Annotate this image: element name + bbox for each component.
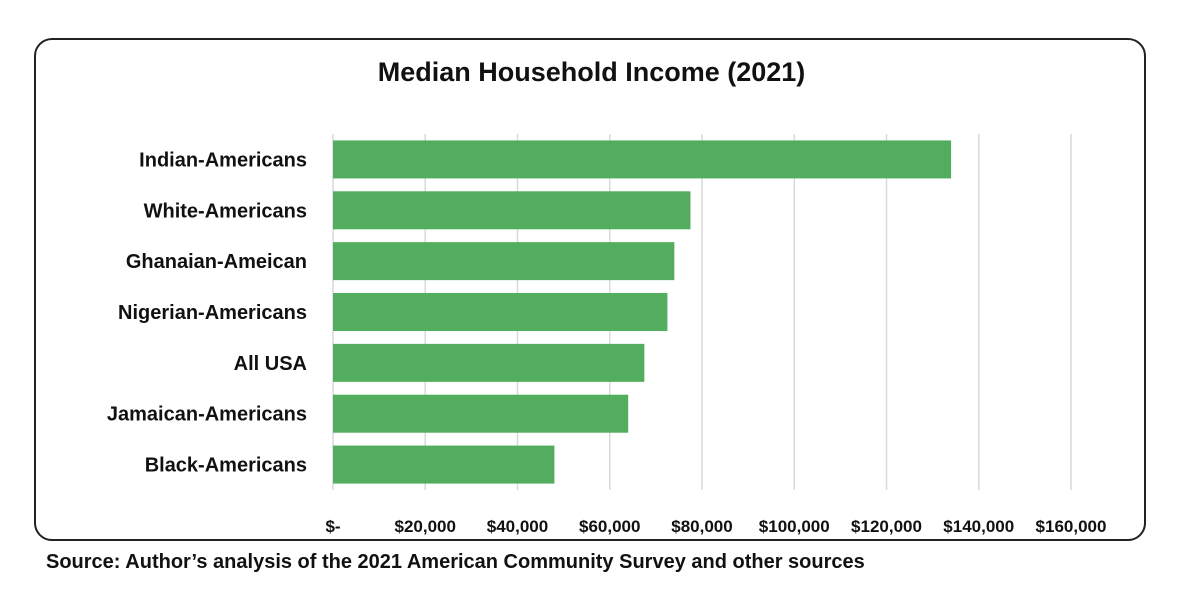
x-tick-label: $80,000 xyxy=(671,517,732,536)
category-label: All USA xyxy=(234,353,307,375)
x-tick-label: $- xyxy=(325,517,340,536)
bar xyxy=(333,343,645,382)
x-tick-label: $100,000 xyxy=(759,517,830,536)
bar xyxy=(333,394,629,433)
bar xyxy=(333,293,668,331)
x-axis-tick-labels: $- $20,000 $40,000 $60,000 $80,000 $100,000 $1… xyxy=(325,517,1106,536)
bar xyxy=(333,191,691,230)
bar xyxy=(333,242,675,281)
category-label: Black-Americans xyxy=(145,455,307,477)
chart-title: Median Household Income (2021) xyxy=(377,57,806,87)
source-note: Source: Author’s analysis of the 2021 Am… xyxy=(46,551,865,573)
bar xyxy=(333,140,952,179)
category-label: Ghanaian-Ameican xyxy=(126,251,307,273)
category-label: White-Americans xyxy=(144,200,307,222)
bar xyxy=(333,445,555,484)
category-label: Indian-Americans xyxy=(139,149,307,171)
category-label: Nigerian-Americans xyxy=(118,302,307,324)
bars xyxy=(333,140,952,484)
chart-frame xyxy=(34,38,1146,541)
x-tick-label: $160,000 xyxy=(1036,517,1107,536)
x-tick-label: $60,000 xyxy=(579,517,640,536)
category-label: Jamaican-Americans xyxy=(107,404,307,426)
x-tick-label: $40,000 xyxy=(487,517,548,536)
x-tick-label: $120,000 xyxy=(851,517,922,536)
x-tick-label: $20,000 xyxy=(395,517,456,536)
category-labels: Indian-Americans White-Americans Ghanaian-… xyxy=(107,149,307,476)
x-tick-label: $140,000 xyxy=(943,517,1014,536)
